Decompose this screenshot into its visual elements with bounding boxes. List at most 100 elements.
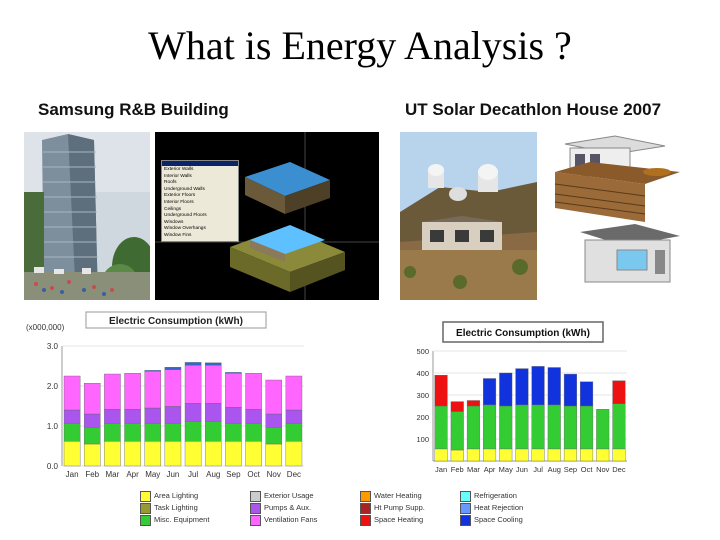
legend-swatch (460, 515, 471, 526)
bar-segment (580, 448, 594, 462)
bar-segment (124, 440, 141, 467)
legend-swatch (250, 515, 261, 526)
left-chart-title: Electric Consumption (kWh) (109, 316, 243, 327)
x-tick-label: Feb (451, 465, 464, 474)
bar-segment (245, 408, 262, 424)
bar-segment (144, 371, 162, 409)
bar-segment (225, 406, 242, 424)
solar-house-electric-consumption-chart: Electric Consumption (kWh) 100 200 300 400 5… (416, 321, 627, 474)
y-tick-label: 100 (416, 435, 429, 444)
bar-segment (547, 367, 561, 406)
bar-segment (63, 409, 81, 424)
legend-label: Misc. Equipment (154, 515, 210, 524)
bar-segment (563, 448, 577, 462)
bar-segment (285, 422, 303, 442)
bar-segment (83, 426, 101, 445)
software-menu-item: Window Fins (164, 232, 192, 238)
bar-segment (144, 440, 162, 467)
y-tick-label: 3.0 (47, 342, 59, 351)
legend-swatch (360, 515, 371, 526)
legend-label: Task Lighting (154, 503, 198, 512)
software-menu-item: Windows (164, 219, 184, 225)
bar-segment (612, 403, 626, 450)
bar-segment (204, 365, 222, 404)
legend-label: Space Heating (374, 515, 424, 524)
y-tick-label: 500 (416, 347, 429, 356)
bar-segment (83, 382, 101, 415)
bar-segment (499, 372, 513, 407)
bar-segment (124, 373, 141, 410)
bar-segment (450, 449, 464, 462)
bar-segment (434, 375, 448, 407)
bar-segment (563, 405, 577, 450)
bar-segment (531, 448, 545, 462)
legend-label: Water Heating (374, 491, 422, 500)
bar-segment (466, 448, 480, 462)
bar-segment (83, 443, 101, 467)
x-tick-label: Jul (533, 465, 543, 474)
x-tick-label: Nov (596, 465, 610, 474)
bar-segment (466, 405, 480, 450)
software-menu-item: Interior Floors (164, 199, 194, 205)
x-tick-label: Mar (467, 465, 480, 474)
bar-segment (547, 404, 561, 450)
bar-segment (144, 422, 162, 442)
bar-segment (164, 422, 182, 442)
x-tick-label: Jun (166, 470, 179, 479)
bar-segment (483, 404, 497, 450)
bar-segment (612, 380, 626, 405)
x-tick-label: Sep (564, 465, 577, 474)
bar-segment (265, 426, 283, 445)
bar-segment (63, 422, 81, 442)
legend-swatch (460, 503, 471, 514)
bar-segment (245, 440, 262, 467)
x-tick-label: May (145, 470, 160, 479)
bar-segment (265, 379, 283, 415)
left-chart-ylabel: (x000,000) (26, 323, 65, 332)
bar-segment (580, 405, 594, 450)
bar-segment (184, 420, 202, 442)
bar-segment (204, 362, 222, 366)
bar-segment (450, 411, 464, 451)
bar-segment (265, 413, 283, 428)
x-tick-label: May (499, 465, 513, 474)
bar-segment (483, 448, 497, 462)
legend-label: Ht Pump Supp. (374, 503, 425, 512)
legend-label: Space Cooling (474, 515, 523, 524)
bar-segment (184, 365, 202, 404)
bar-segment (104, 422, 121, 442)
x-tick-label: Feb (85, 470, 99, 479)
bar-segment (204, 420, 222, 442)
legend-swatch (140, 503, 151, 514)
bar-segment (563, 373, 577, 407)
bar-segment (285, 375, 303, 411)
bar-segment (225, 422, 242, 442)
x-tick-label: Jan (435, 465, 447, 474)
bar-segment (483, 378, 497, 406)
x-tick-label: Dec (612, 465, 626, 474)
bar-segment (63, 440, 81, 467)
legend-label: Exterior Usage (264, 491, 314, 500)
page-title: What is Energy Analysis ? (148, 23, 572, 68)
bar-segment (164, 367, 182, 370)
left-subtitle: Samsung R&B Building (38, 100, 229, 119)
bar-segment (531, 404, 545, 450)
software-menu-item: Exterior Walls (164, 167, 194, 172)
bar-segment (596, 409, 610, 450)
bar-segment (63, 375, 81, 411)
bar-segment (184, 440, 202, 467)
x-tick-label: Mar (106, 470, 120, 479)
x-tick-label: Apr (126, 470, 139, 479)
bar-segment (144, 407, 162, 424)
bar-segment (515, 448, 529, 462)
legend-label: Ventilation Fans (264, 515, 318, 524)
x-tick-label: Jul (188, 470, 198, 479)
bar-segment (104, 440, 121, 467)
software-menu-item: Roofs (164, 180, 177, 186)
x-tick-label: Apr (484, 465, 496, 474)
legend-label: Pumps & Aux. (264, 503, 312, 512)
legend-swatch (460, 491, 471, 502)
bar-segment (164, 369, 182, 407)
software-menu-item: Ceilings (164, 206, 182, 212)
y-tick-label: 2.0 (47, 382, 59, 391)
